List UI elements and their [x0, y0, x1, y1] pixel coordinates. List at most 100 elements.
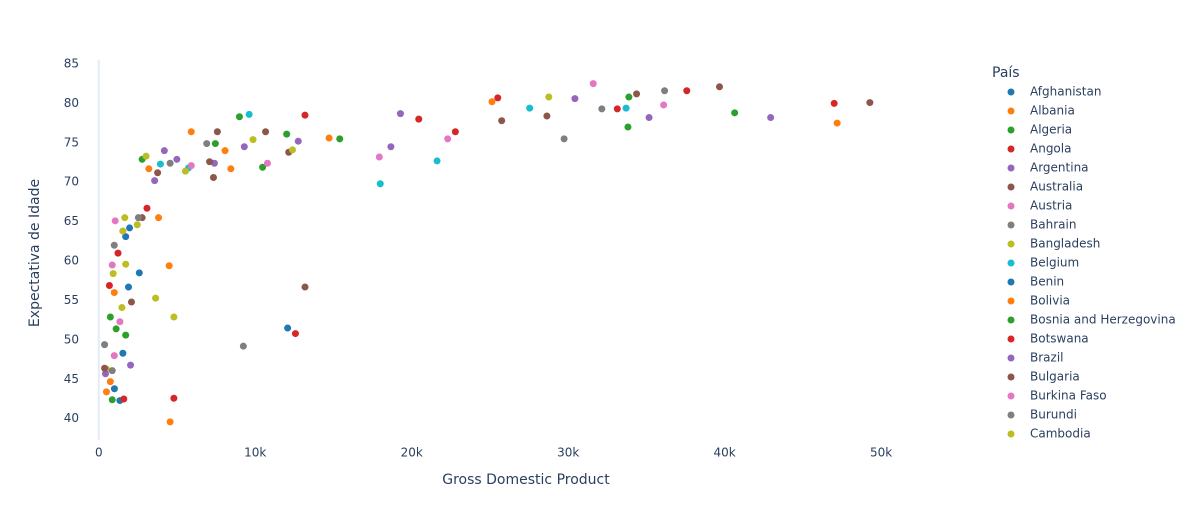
point	[259, 163, 267, 171]
point	[181, 167, 189, 175]
point	[543, 112, 551, 120]
point	[142, 152, 150, 160]
x-tick-label: 40k	[714, 446, 736, 460]
legend-label: Botswana	[1030, 332, 1089, 346]
point	[101, 341, 109, 349]
point	[108, 261, 116, 269]
legend-marker	[1007, 126, 1015, 134]
y-tick-label: 65	[64, 214, 79, 228]
x-tick-label: 50k	[870, 446, 892, 460]
point	[102, 388, 110, 396]
point	[715, 83, 723, 91]
point	[166, 418, 174, 426]
point	[301, 111, 309, 119]
legend-label: Angola	[1030, 142, 1071, 156]
point	[118, 304, 126, 312]
legend-marker	[1007, 164, 1015, 172]
point	[119, 349, 127, 357]
legend-marker	[1007, 392, 1015, 400]
point	[589, 80, 597, 88]
y-tick-label: 40	[64, 411, 79, 425]
point	[288, 146, 296, 154]
point	[203, 140, 211, 148]
point	[170, 313, 178, 321]
point	[291, 330, 299, 338]
point	[111, 217, 119, 225]
point	[110, 241, 118, 249]
point	[106, 378, 114, 386]
point	[160, 147, 168, 155]
legend-marker	[1007, 202, 1015, 210]
point	[624, 123, 632, 131]
point	[135, 269, 143, 277]
point	[325, 134, 333, 142]
x-tick-label: 20k	[401, 446, 423, 460]
point	[156, 160, 164, 168]
legend-marker	[1007, 335, 1015, 343]
point	[263, 159, 271, 167]
y-tick-label: 60	[64, 254, 79, 268]
point	[114, 249, 122, 257]
point	[545, 93, 553, 101]
point	[301, 283, 309, 291]
point	[127, 361, 135, 369]
point	[211, 140, 219, 148]
point	[151, 177, 159, 185]
legend-label: Brazil	[1030, 351, 1064, 365]
legend-marker	[1007, 411, 1015, 419]
y-tick-label: 75	[64, 135, 79, 149]
legend-label: Algeria	[1030, 123, 1072, 137]
point	[110, 385, 118, 393]
point	[125, 283, 133, 291]
point	[526, 104, 534, 112]
point	[625, 93, 633, 101]
point	[645, 114, 653, 122]
legend-marker	[1007, 183, 1015, 191]
point	[240, 143, 248, 151]
y-tick-label: 45	[64, 372, 79, 386]
point	[833, 119, 841, 127]
point	[121, 214, 129, 222]
point	[830, 99, 838, 107]
point	[560, 135, 568, 143]
point	[866, 99, 874, 107]
point	[155, 214, 163, 222]
point	[767, 114, 775, 122]
point	[660, 101, 668, 109]
legend-label: Burundi	[1030, 408, 1077, 422]
point	[375, 153, 383, 161]
point	[101, 364, 109, 372]
point	[249, 136, 257, 144]
legend-label: Bulgaria	[1030, 370, 1080, 384]
point	[122, 233, 130, 241]
x-axis-title: Gross Domestic Product	[442, 472, 610, 488]
point	[227, 165, 235, 173]
legend-label: Albania	[1030, 104, 1075, 118]
x-tick-label: 10k	[244, 446, 266, 460]
legend-marker	[1007, 430, 1015, 438]
point	[110, 289, 118, 297]
legend-marker	[1007, 221, 1015, 229]
point	[283, 130, 291, 138]
y-axis-title: Expectativa de Idade	[27, 179, 43, 327]
legend-label: Bolivia	[1030, 294, 1070, 308]
point	[134, 214, 142, 222]
point	[122, 260, 130, 268]
legend-marker	[1007, 240, 1015, 248]
point	[598, 105, 606, 113]
point	[387, 143, 395, 151]
point	[187, 128, 195, 136]
y-tick-label: 50	[64, 332, 79, 346]
x-tick-label: 30k	[557, 446, 579, 460]
legend-marker	[1007, 278, 1015, 286]
point	[336, 135, 344, 143]
point	[622, 104, 630, 112]
y-tick-label: 80	[64, 96, 79, 110]
y-tick-label: 70	[64, 175, 79, 189]
legend-marker	[1007, 88, 1015, 96]
legend-label: Cambodia	[1030, 427, 1091, 441]
legend-label: Australia	[1030, 180, 1083, 194]
legend-marker	[1007, 259, 1015, 267]
point	[122, 331, 130, 339]
